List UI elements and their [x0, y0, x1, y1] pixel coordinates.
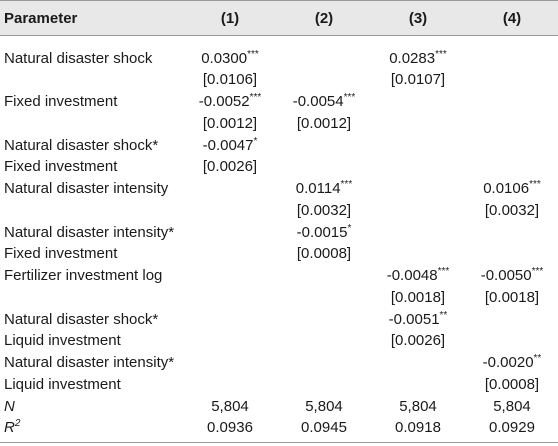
- header-col-1: (1): [220, 10, 240, 27]
- row-label-intensity-x-liquid-line1: Natural disaster intensity*: [4, 354, 175, 371]
- n-c4: 5,804: [493, 398, 531, 415]
- header-col-4: (4): [502, 10, 522, 27]
- row-label-natural-disaster-shock: Natural disaster shock: [4, 50, 153, 67]
- row-label-shock-x-fixed-line1: Natural disaster shock*: [4, 137, 159, 154]
- row-label-shock-x-fixed-line2: Fixed investment: [4, 158, 118, 175]
- coef-r2-c1: -0.0052***: [198, 92, 262, 111]
- se-r4-c4: [0.0032]: [484, 202, 540, 219]
- se-r6-c3: [0.0018]: [390, 289, 446, 306]
- se-r2-c1: [0.0012]: [202, 115, 258, 132]
- se-r4-c2: [0.0032]: [296, 202, 352, 219]
- se-r8-c4: [0.0008]: [484, 376, 540, 393]
- se-r1-c1: [0.0106]: [202, 71, 258, 88]
- r2-c4: 0.0929: [489, 419, 535, 436]
- r2-c1: 0.0936: [207, 419, 253, 436]
- coef-r6-c4: -0.0050***: [480, 266, 544, 285]
- header-col-3: (3): [408, 10, 428, 27]
- header-col-2: (2): [314, 10, 334, 27]
- coef-r3-c1: -0.0047*: [202, 136, 258, 155]
- row-label-n: N: [4, 398, 15, 415]
- coef-r1-c3: 0.0283***: [389, 49, 447, 68]
- se-r5-c2: [0.0008]: [296, 245, 352, 262]
- coef-r4-c4: 0.0106***: [483, 179, 541, 198]
- row-label-r-squared: R2: [4, 418, 21, 437]
- coef-r4-c2: 0.0114***: [295, 179, 353, 198]
- r2-c3: 0.0918: [395, 419, 441, 436]
- row-label-natural-disaster-intensity: Natural disaster intensity: [4, 180, 169, 197]
- coef-r5-c2: -0.0015*: [296, 223, 352, 242]
- se-r6-c4: [0.0018]: [484, 289, 540, 306]
- row-label-intensity-x-liquid-line2: Liquid investment: [4, 376, 121, 393]
- r2-c2: 0.0945: [301, 419, 347, 436]
- n-c3: 5,804: [399, 398, 437, 415]
- row-label-fertilizer-investment-log: Fertilizer investment log: [4, 267, 163, 284]
- row-label-intensity-x-fixed-line2: Fixed investment: [4, 245, 118, 262]
- table-header: Parameter (1) (2) (3) (4): [0, 0, 558, 36]
- row-label-shock-x-liquid-line2: Liquid investment: [4, 332, 121, 349]
- n-c2: 5,804: [305, 398, 343, 415]
- row-label-shock-x-liquid-line1: Natural disaster shock*: [4, 311, 159, 328]
- se-r7-c3: [0.0026]: [390, 332, 446, 349]
- row-label-intensity-x-fixed-line1: Natural disaster intensity*: [4, 224, 175, 241]
- coef-r6-c3: -0.0048***: [386, 266, 450, 285]
- coef-r7-c3: -0.0051**: [388, 310, 448, 329]
- n-c1: 5,804: [211, 398, 249, 415]
- coef-r2-c2: -0.0054***: [292, 92, 356, 111]
- se-r1-c3: [0.0107]: [390, 71, 446, 88]
- coef-r8-c4: -0.0020**: [482, 353, 542, 372]
- se-r3-c1: [0.0026]: [202, 158, 258, 175]
- header-parameter: Parameter: [4, 10, 78, 27]
- se-r2-c2: [0.0012]: [296, 115, 352, 132]
- row-label-fixed-investment: Fixed investment: [4, 93, 118, 110]
- coef-r1-c1: 0.0300***: [201, 49, 259, 68]
- table-bottom-rule: [0, 442, 558, 443]
